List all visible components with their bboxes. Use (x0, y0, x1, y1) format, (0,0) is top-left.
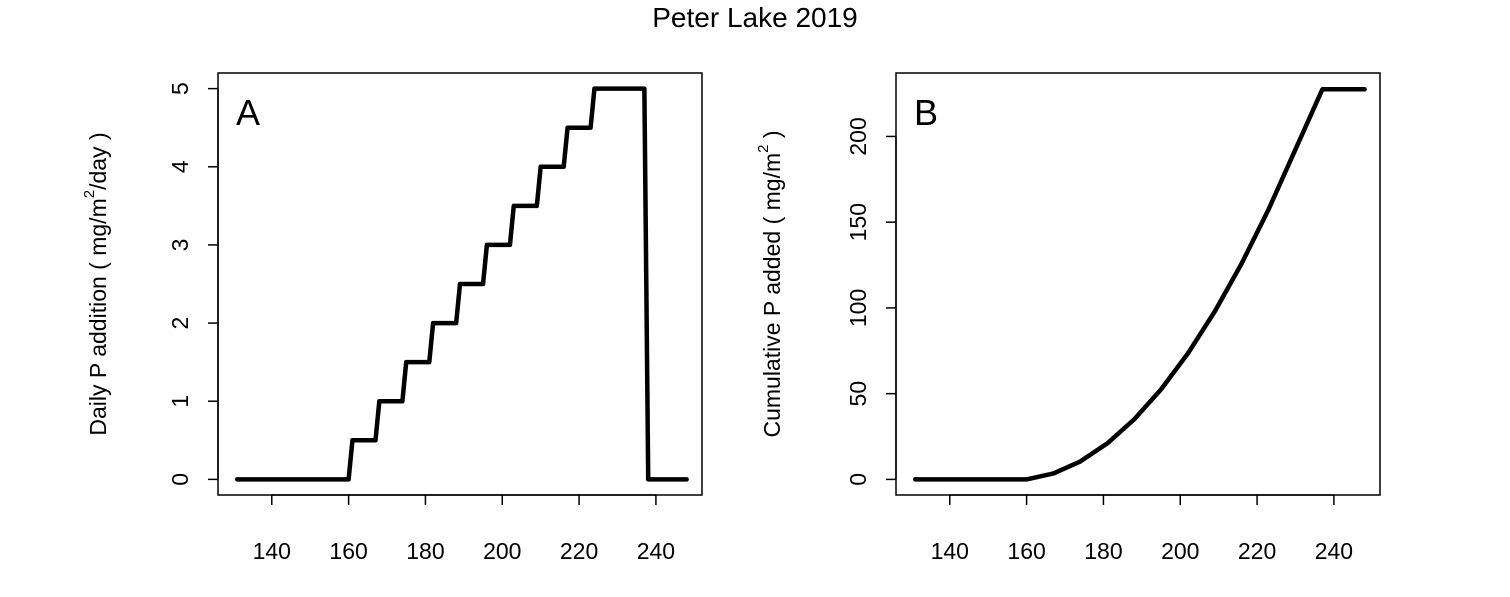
panel-b-frame (895, 72, 1381, 496)
panel-b-y-axis-label: Cumulative P added ( mg/m2 ) (755, 130, 785, 437)
panel-a-y-tick-label: 4 (167, 160, 193, 173)
panel-b-y-tick-label: 200 (845, 117, 871, 155)
panel-a-x-tick-label: 140 (253, 538, 291, 564)
panel-a-y-tick-label: 5 (167, 82, 193, 95)
panel-b-y-tick-label: 150 (845, 203, 871, 241)
panel-b-y-tick-label: 50 (845, 381, 871, 407)
panel-a-plot: 140 160 180 200 220 240 0 1 2 3 4 5 Daily P addition… (81, 72, 703, 564)
panel-a-label: A (236, 92, 260, 133)
panel-b-x-tick-label: 240 (1315, 538, 1353, 564)
panel-a-y-axis-label: Daily P addition ( mg/m2/day ) (81, 132, 111, 435)
panel-b-y-tick-label: 100 (845, 289, 871, 327)
figure-title: Peter Lake 2019 (652, 2, 858, 33)
panel-a-x-tick-label: 180 (406, 538, 444, 564)
panel-b-y-tick-label: 0 (845, 473, 871, 486)
panel-a-y-tick-label: 2 (167, 317, 193, 330)
panel-a-x-tick-label: 160 (329, 538, 367, 564)
panel-b-x-tick-label: 180 (1084, 538, 1122, 564)
panel-a-y-tick-label: 3 (167, 239, 193, 252)
panel-b-x-tick-label: 160 (1007, 538, 1045, 564)
panel-b-series-line (912, 87, 1367, 482)
panel-a-x-tick-label: 240 (637, 538, 675, 564)
panel-a-x-tick-label: 220 (560, 538, 598, 564)
panel-b-label: B (914, 92, 938, 133)
panel-b-plot: 140 160 180 200 220 240 0 50 100 150 200 Cumulative… (755, 72, 1381, 564)
panel-b-x-tick-label: 220 (1238, 538, 1276, 564)
panel-a-series-line (234, 86, 689, 482)
panel-b-x-tick-label: 140 (931, 538, 969, 564)
panel-a-y-tick-label: 1 (167, 395, 193, 408)
panel-b-x-tick-label: 200 (1161, 538, 1199, 564)
panel-a-y-tick-label: 0 (167, 473, 193, 486)
panel-a-x-tick-label: 200 (483, 538, 521, 564)
